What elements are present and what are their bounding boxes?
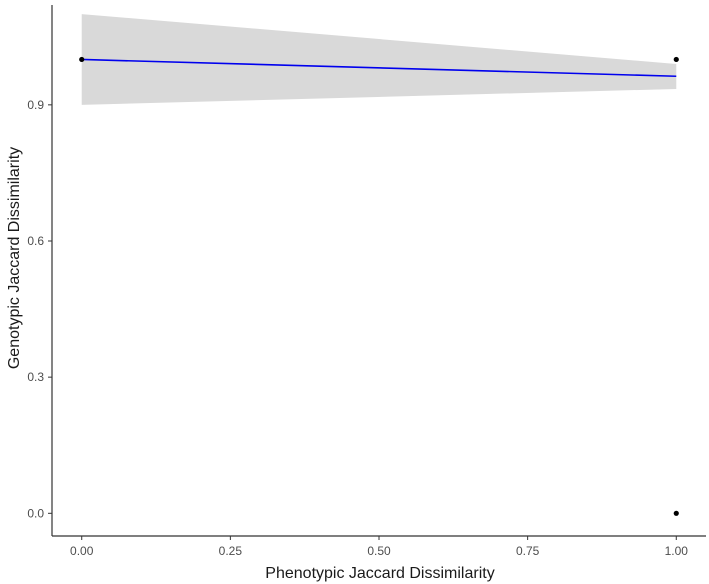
trend-line-layer — [81, 58, 677, 78]
x-ticks: 0.00 0.25 0.50 0.75 1.00 — [70, 536, 688, 558]
y-tick-label: 0.6 — [27, 234, 44, 248]
data-point — [673, 510, 679, 516]
x-tick-label: 0.50 — [367, 544, 391, 558]
x-tick-label: 1.00 — [665, 544, 689, 558]
x-axis-title: Phenotypic Jaccard Dissimilarity — [265, 565, 494, 582]
points-layer — [79, 56, 679, 516]
data-point — [79, 56, 85, 63]
y-tick-label: 0.3 — [27, 370, 44, 384]
data-point — [673, 56, 679, 63]
y-axis-title: Genotypic Jaccard Dissimilarity — [6, 147, 23, 369]
x-tick-label: 0.25 — [219, 544, 243, 558]
y-ticks: 0.0 0.3 0.6 0.9 — [27, 98, 52, 520]
confidence-band-layer — [81, 14, 677, 105]
y-tick-label: 0.9 — [27, 98, 44, 112]
confidence-band — [81, 14, 677, 105]
x-tick-label: 0.00 — [70, 544, 94, 558]
x-tick-label: 0.75 — [516, 544, 540, 558]
trend-line — [81, 58, 677, 78]
y-tick-label: 0.0 — [27, 506, 44, 520]
